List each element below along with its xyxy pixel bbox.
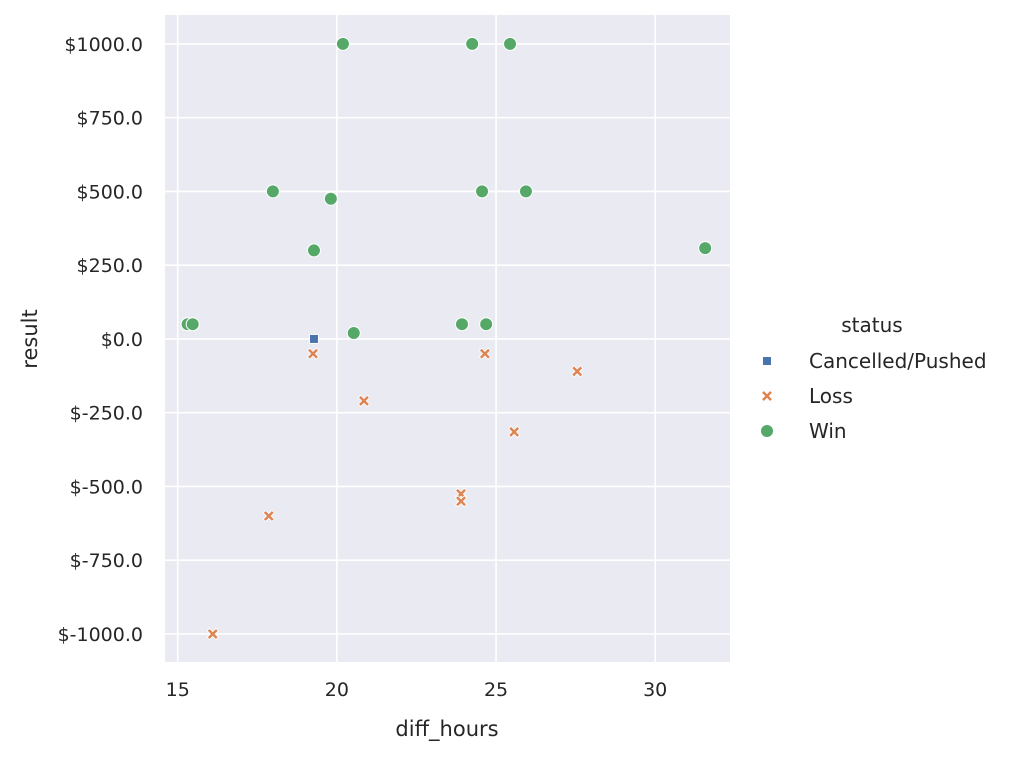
x-axis-label: diff_hours [395, 717, 498, 742]
legend: status Cancelled/Pushed Loss Win [760, 313, 987, 443]
data-point-win [518, 184, 533, 199]
x-axis: 15 20 25 30 [166, 679, 668, 701]
data-point-win [503, 36, 518, 51]
y-tick-label: $1000.0 [64, 34, 143, 56]
y-tick-label: $500.0 [77, 181, 143, 203]
legend-title: status [841, 313, 902, 337]
data-point-loss [508, 425, 521, 438]
legend-entry: Win [809, 419, 847, 443]
x-tick-label: 25 [484, 679, 508, 701]
y-tick-label: $-250.0 [70, 403, 143, 425]
data-point-win [479, 317, 494, 332]
data-point-win [346, 326, 361, 341]
y-tick-label: $250.0 [77, 255, 143, 277]
data-point-win [185, 317, 200, 332]
data-point-win [265, 184, 280, 199]
y-axis-label: result [18, 309, 42, 368]
y-tick-label: $750.0 [77, 108, 143, 130]
legend-entry: Cancelled/Pushed [809, 349, 987, 373]
data-point-win [475, 184, 490, 199]
legend-entry: Loss [809, 384, 853, 408]
data-point-win [698, 241, 713, 256]
data-point-loss [357, 394, 371, 407]
y-tick-label: $-500.0 [70, 476, 143, 498]
data-point-loss [262, 509, 275, 523]
y-tick-label: $-1000.0 [58, 624, 143, 646]
legend-marker [762, 356, 772, 366]
data-point-loss [478, 347, 491, 360]
data-point-win [465, 36, 480, 51]
y-tick-label: $0.0 [101, 329, 143, 351]
data-point-cancelled-pushed [308, 333, 319, 344]
legend-marker [760, 424, 774, 438]
data-points [180, 36, 713, 641]
x-tick-label: 30 [643, 679, 667, 701]
data-point-loss [454, 495, 468, 508]
x-tick-label: 15 [166, 679, 190, 701]
data-point-loss [306, 347, 320, 360]
data-point-win [454, 317, 469, 332]
y-axis: $1000.0 $750.0 $500.0 $250.0 $0.0 $-250.0 $-50… [58, 34, 143, 646]
data-point-loss [571, 365, 584, 378]
data-point-win [306, 243, 321, 258]
grid [165, 15, 730, 662]
data-point-loss [206, 627, 219, 641]
data-point-win [323, 191, 338, 206]
data-point-win [335, 36, 350, 51]
y-tick-label: $-750.0 [70, 550, 143, 572]
x-tick-label: 20 [325, 679, 349, 701]
legend-marker [760, 389, 774, 403]
